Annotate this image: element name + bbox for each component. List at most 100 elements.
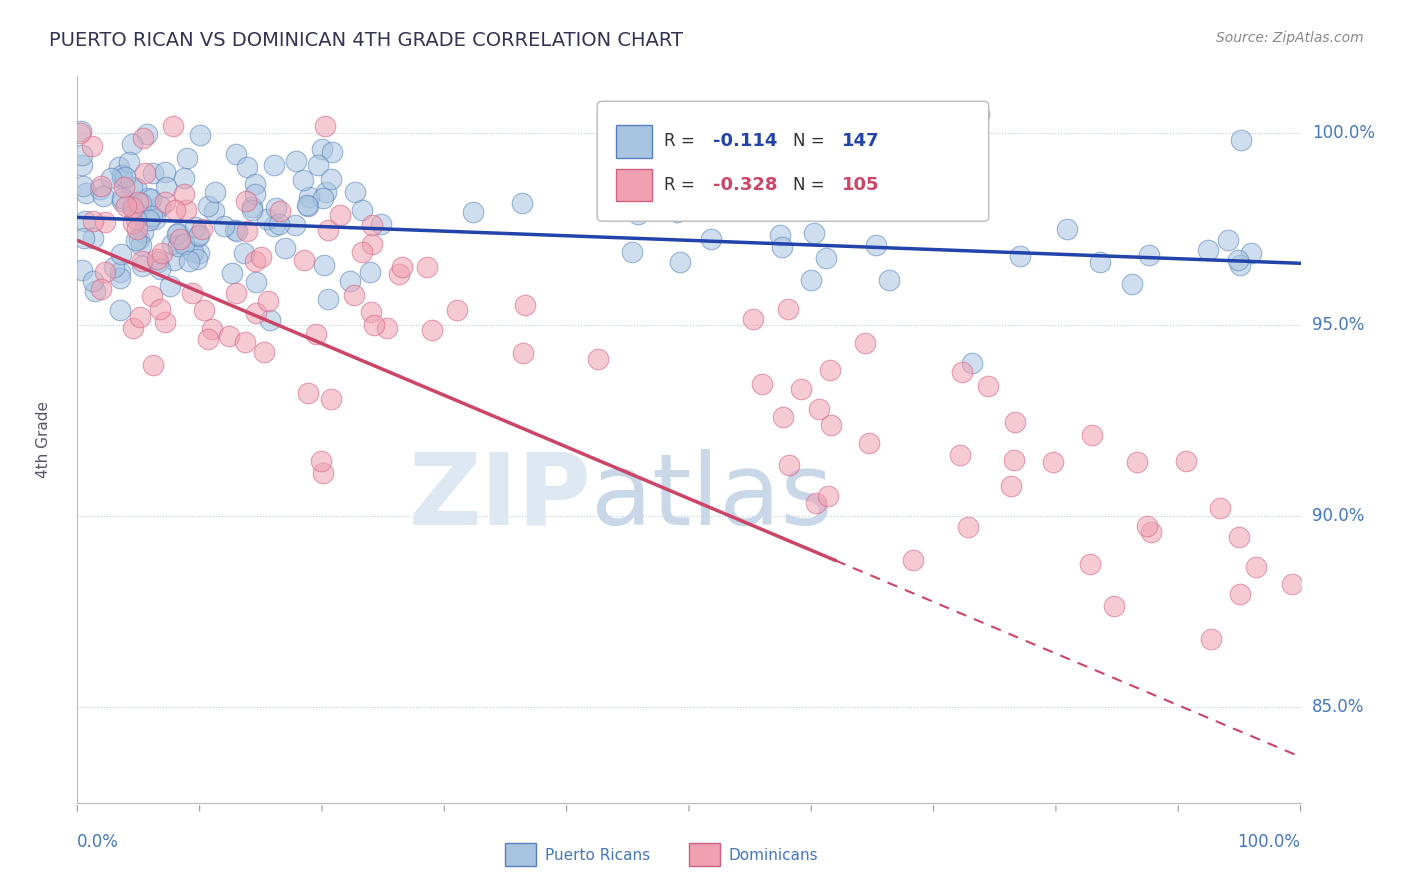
- Point: [108, 160, 131, 174]
- Point: [315, 186, 337, 200]
- Point: [243, 187, 266, 202]
- Point: [931, 203, 953, 218]
- Point: [173, 236, 195, 251]
- Point: [307, 158, 329, 172]
- Text: 95.0%: 95.0%: [1312, 316, 1364, 334]
- Point: [111, 190, 134, 204]
- Point: [352, 202, 374, 217]
- Point: [131, 131, 153, 145]
- Point: [134, 166, 156, 180]
- Point: [1004, 415, 1026, 429]
- Point: [359, 265, 381, 279]
- Point: [1227, 531, 1250, 545]
- Point: [264, 202, 287, 216]
- Point: [131, 259, 153, 273]
- Point: [142, 358, 165, 372]
- Point: [807, 401, 830, 416]
- Point: [141, 209, 163, 223]
- Point: [803, 226, 825, 240]
- Point: [790, 382, 813, 396]
- Point: [309, 453, 332, 467]
- Text: 85.0%: 85.0%: [1312, 698, 1364, 716]
- Text: N =: N =: [793, 132, 830, 150]
- Point: [115, 199, 138, 213]
- Point: [666, 205, 689, 219]
- Point: [314, 119, 336, 133]
- Text: R =: R =: [665, 132, 700, 150]
- Point: [108, 271, 131, 285]
- Text: 100.0%: 100.0%: [1312, 124, 1375, 142]
- Point: [80, 138, 103, 153]
- Point: [269, 204, 291, 219]
- Point: [131, 254, 153, 268]
- Point: [818, 363, 841, 377]
- Point: [1078, 557, 1101, 571]
- Point: [143, 212, 166, 227]
- Bar: [506, 843, 536, 866]
- Point: [1008, 249, 1031, 263]
- Point: [1229, 587, 1251, 601]
- Point: [463, 205, 485, 219]
- Point: [1281, 577, 1303, 591]
- Point: [121, 200, 143, 214]
- Point: [274, 241, 297, 255]
- Point: [360, 237, 382, 252]
- Point: [82, 274, 104, 288]
- Point: [117, 154, 139, 169]
- Point: [75, 186, 97, 200]
- Point: [872, 192, 894, 206]
- Text: 147: 147: [842, 132, 879, 150]
- Point: [103, 260, 125, 274]
- Point: [245, 276, 267, 290]
- Point: [257, 293, 280, 308]
- Point: [132, 225, 155, 239]
- Point: [292, 253, 315, 268]
- Point: [804, 496, 827, 510]
- Point: [138, 212, 160, 227]
- Point: [1102, 599, 1125, 613]
- Point: [269, 217, 291, 231]
- Point: [312, 258, 335, 272]
- Text: Puerto Ricans: Puerto Ricans: [544, 847, 650, 863]
- Point: [742, 311, 765, 326]
- Text: PUERTO RICAN VS DOMINICAN 4TH GRADE CORRELATION CHART: PUERTO RICAN VS DOMINICAN 4TH GRADE CORR…: [49, 31, 683, 50]
- Text: 0.0%: 0.0%: [77, 833, 120, 851]
- Point: [93, 189, 115, 203]
- Point: [163, 252, 186, 267]
- Point: [814, 251, 837, 265]
- Point: [94, 264, 117, 278]
- Point: [344, 185, 367, 199]
- Point: [319, 172, 342, 186]
- Point: [1174, 454, 1197, 468]
- Point: [111, 171, 134, 186]
- Point: [166, 227, 188, 241]
- Text: 4th Grade: 4th Grade: [35, 401, 51, 478]
- Point: [1090, 255, 1112, 269]
- Point: [141, 288, 163, 302]
- Point: [155, 180, 177, 194]
- Point: [187, 229, 209, 244]
- Point: [149, 262, 172, 277]
- Point: [700, 232, 723, 246]
- Point: [339, 274, 361, 288]
- Point: [446, 302, 468, 317]
- Point: [188, 246, 211, 260]
- Point: [128, 207, 150, 221]
- Point: [1209, 500, 1232, 515]
- Point: [169, 232, 191, 246]
- FancyBboxPatch shape: [598, 102, 988, 221]
- Point: [1240, 245, 1263, 260]
- Point: [1136, 519, 1159, 533]
- Point: [770, 240, 793, 254]
- Point: [69, 126, 91, 140]
- Point: [127, 222, 149, 236]
- Point: [360, 304, 382, 318]
- Point: [173, 170, 195, 185]
- Point: [316, 223, 339, 237]
- Point: [1125, 455, 1147, 469]
- Point: [235, 160, 257, 174]
- Point: [778, 458, 800, 472]
- Point: [176, 151, 198, 165]
- Point: [1121, 277, 1143, 292]
- Text: 105: 105: [842, 176, 879, 194]
